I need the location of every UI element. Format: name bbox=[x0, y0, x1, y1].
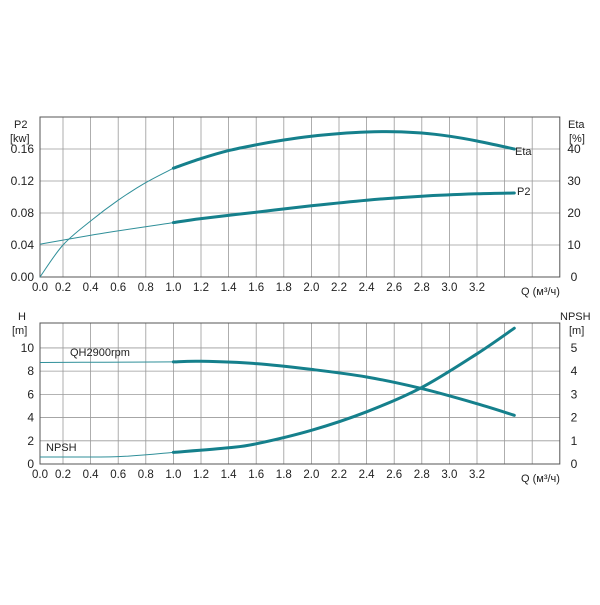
x-tick-label: 2.2 bbox=[331, 469, 347, 481]
h-axis-unit: [m] bbox=[12, 325, 27, 337]
right-tick-label: 1 bbox=[571, 434, 578, 448]
x-tick-label: 1.8 bbox=[276, 469, 292, 481]
x-tick-label: 3.2 bbox=[469, 469, 485, 481]
left-tick-label: 0.16 bbox=[11, 142, 35, 156]
h-axis-label: H bbox=[18, 311, 26, 323]
x-tick-label: 0.6 bbox=[110, 282, 126, 294]
power-efficiency-chart: 0.00 0.04 0.08 0.12 0.16 0 10 20 30 40 0.0 0.2 0.4 0.… bbox=[11, 116, 581, 294]
x-tick-label: 0.6 bbox=[110, 469, 126, 481]
left-tick-label: 0.12 bbox=[11, 174, 35, 188]
x-tick-label: 0.0 bbox=[32, 469, 48, 481]
left-tick-label: 0.04 bbox=[11, 238, 35, 252]
x-tick-label: 1.2 bbox=[193, 282, 209, 294]
x-tick-label: 1.4 bbox=[221, 469, 238, 481]
p2-axis-label: P2 bbox=[14, 119, 27, 131]
plot-frame bbox=[39, 322, 561, 465]
p2-curve bbox=[171, 191, 516, 225]
x-tick-label: 3.2 bbox=[469, 282, 485, 294]
p2-curve-extrapolated bbox=[39, 222, 174, 245]
eta-axis-label: Eta bbox=[568, 119, 585, 131]
x-tick-label: 0.4 bbox=[83, 282, 100, 294]
left-tick-label: 0.00 bbox=[11, 270, 35, 284]
left-tick-label: 2 bbox=[27, 434, 34, 448]
q-axis-label-top: Q (м³/ч) bbox=[521, 286, 560, 298]
left-tick-label: 0.08 bbox=[11, 206, 35, 220]
head-npsh-chart: 0 2 4 6 8 10 0 1 2 3 4 5 0.0 0.2 0.4 0.6 0.8 1.0 1.2 1.4 1.6… bbox=[21, 322, 578, 481]
x-tick-label: 2.8 bbox=[414, 469, 430, 481]
p2-series-label: P2 bbox=[517, 186, 530, 198]
qh2900rpm-curve bbox=[171, 359, 516, 417]
plot-frame bbox=[39, 116, 561, 278]
right-tick-label: 0 bbox=[571, 457, 578, 471]
right-tick-label: 0 bbox=[571, 270, 578, 284]
right-tick-label: 4 bbox=[571, 364, 578, 378]
eta-curve-extrapolated bbox=[39, 167, 174, 278]
right-tick-label: 3 bbox=[571, 387, 578, 401]
x-tick-label: 2.4 bbox=[359, 469, 376, 481]
right-tick-label: 30 bbox=[567, 174, 581, 188]
x-tick-label: 0.2 bbox=[55, 469, 71, 481]
x-tick-label: 3.0 bbox=[441, 282, 457, 294]
x-tick-label: 1.6 bbox=[248, 282, 264, 294]
x-tick-label: 3.0 bbox=[441, 469, 457, 481]
left-tick-label: 0 bbox=[27, 457, 34, 471]
left-tick-label: 6 bbox=[27, 387, 34, 401]
x-tick-label: 0.2 bbox=[55, 282, 71, 294]
x-tick-label: 2.0 bbox=[303, 282, 319, 294]
x-tick-label: 2.6 bbox=[386, 469, 402, 481]
x-tick-label: 0.8 bbox=[138, 282, 154, 294]
npsh-axis-label: NPSH bbox=[560, 311, 591, 323]
right-tick-label: 20 bbox=[567, 206, 581, 220]
left-tick-label: 8 bbox=[27, 364, 34, 378]
x-tick-label: 1.6 bbox=[248, 469, 264, 481]
npsh-curve-extrapolated bbox=[39, 451, 174, 458]
x-tick-label: 0.8 bbox=[138, 469, 154, 481]
x-tick-label: 1.2 bbox=[193, 469, 209, 481]
right-tick-label: 5 bbox=[571, 341, 578, 355]
right-tick-label: 10 bbox=[567, 238, 581, 252]
npsh-axis-unit: [m] bbox=[569, 325, 584, 337]
eta-curve bbox=[171, 130, 516, 170]
qh-series-label: QH2900rpm bbox=[70, 347, 130, 359]
x-tick-label: 1.4 bbox=[221, 282, 238, 294]
x-tick-label: 1.0 bbox=[165, 469, 181, 481]
eta-series-label: Eta bbox=[515, 146, 532, 158]
x-tick-label: 2.2 bbox=[331, 282, 347, 294]
x-tick-label: 2.4 bbox=[359, 282, 376, 294]
p2-axis-unit: [kw] bbox=[10, 133, 30, 145]
right-tick-label: 2 bbox=[571, 411, 578, 425]
x-tick-label: 0.4 bbox=[83, 469, 100, 481]
x-tick-label: 1.8 bbox=[276, 282, 292, 294]
npsh-series-label: NPSH bbox=[46, 442, 77, 454]
qh2900rpm-curve-extrapolated bbox=[39, 361, 174, 363]
left-tick-label: 10 bbox=[21, 341, 35, 355]
npsh-curve bbox=[171, 326, 516, 454]
right-tick-label: 40 bbox=[567, 142, 581, 156]
x-tick-label: 2.0 bbox=[303, 469, 319, 481]
x-tick-label: 2.8 bbox=[414, 282, 430, 294]
eta-axis-unit: [%] bbox=[569, 133, 585, 145]
x-tick-label: 0.0 bbox=[32, 282, 48, 294]
x-tick-label: 1.0 bbox=[165, 282, 181, 294]
x-tick-label: 2.6 bbox=[386, 282, 402, 294]
left-tick-label: 4 bbox=[27, 411, 34, 425]
q-axis-label-bottom: Q (м³/ч) bbox=[521, 473, 560, 485]
